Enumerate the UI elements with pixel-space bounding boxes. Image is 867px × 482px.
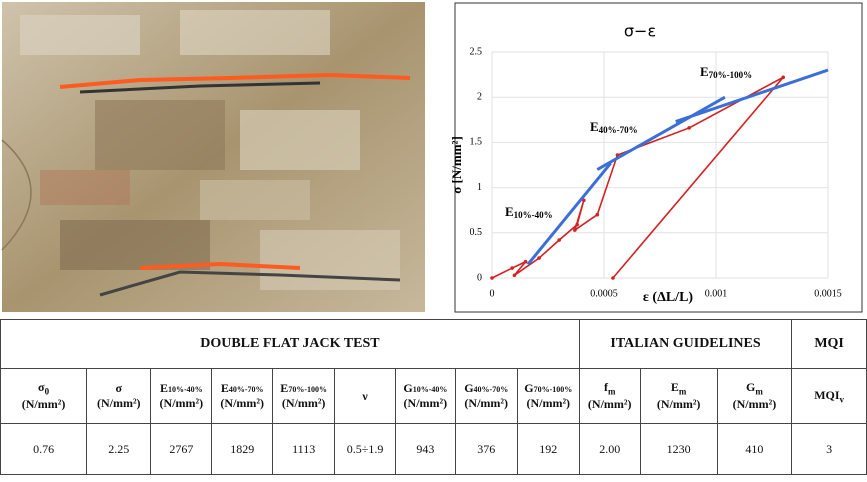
header-subscript: 0 xyxy=(45,387,50,397)
data-point xyxy=(490,276,494,280)
x-tick-label: 0.0005 xyxy=(590,288,618,299)
data-point xyxy=(524,260,528,264)
y-tick-label: 2 xyxy=(477,91,482,102)
header-subscript: 10%-40% xyxy=(168,385,203,394)
value-cell: 0.76 xyxy=(1,424,87,475)
header-subscript: 70%-100% xyxy=(534,385,573,394)
column-header: Em(N/mm²) xyxy=(640,369,717,424)
header-unit: (N/mm²) xyxy=(733,397,777,411)
header-unit: (N/mm²) xyxy=(526,396,570,410)
header-subscript: m xyxy=(679,387,687,397)
value-cell: 0.5÷1.9 xyxy=(335,424,396,475)
header-symbol: σ xyxy=(116,381,123,395)
value-cell: 2767 xyxy=(151,424,212,475)
data-point xyxy=(510,266,514,270)
header-unit: (N/mm²) xyxy=(160,396,204,410)
data-point xyxy=(557,238,561,242)
header-subscript: m xyxy=(755,387,763,397)
group-header: ITALIAN GUIDELINES xyxy=(579,320,791,369)
chart-title: σ−ε xyxy=(624,22,656,41)
header-row: σ0(N/mm²)σ(N/mm²)E10%-40%(N/mm²)E40%-70%… xyxy=(1,369,867,424)
value-cell: 2.25 xyxy=(87,424,151,475)
data-point xyxy=(781,76,785,80)
header-unit: (N/mm²) xyxy=(657,397,701,411)
group-header: MQI xyxy=(792,320,867,369)
photo xyxy=(2,2,425,312)
header-unit: (N/mm²) xyxy=(22,397,66,411)
header-unit: (N/mm²) xyxy=(464,396,508,410)
data-point xyxy=(687,126,691,130)
x-tick-label: 0.0015 xyxy=(814,288,842,299)
annotation-symbol: E xyxy=(700,64,709,79)
header-symbol: E xyxy=(221,381,229,395)
data-point xyxy=(513,273,517,277)
value-cell: 3 xyxy=(792,424,867,475)
value-cell: 2.00 xyxy=(579,424,640,475)
column-header: G10%-40% (N/mm²) xyxy=(396,369,456,424)
header-symbol: G xyxy=(464,381,473,395)
header-symbol: G xyxy=(746,380,755,394)
header-unit: (N/mm²) xyxy=(588,397,632,411)
annotation-symbol: E xyxy=(505,204,514,219)
figure-top: σ−ε ε (ΔL/L) σ [N/mm²] 0 0.5 1 1.5 2 2.5 0 0.0005 0… xyxy=(0,0,867,316)
header-subscript: 70%-100% xyxy=(288,385,327,394)
annotation-subscript: 70%-100% xyxy=(709,70,753,80)
column-header: G70%-100% (N/mm²) xyxy=(517,369,579,424)
value-cell: 943 xyxy=(396,424,456,475)
y-tick-label: 1.5 xyxy=(470,137,483,148)
data-point xyxy=(611,276,615,280)
annotation-symbol: E xyxy=(590,119,599,134)
x-tick-label: 0 xyxy=(490,288,495,299)
column-header: σ0(N/mm²) xyxy=(1,369,87,424)
header-unit: (N/mm²) xyxy=(404,396,448,410)
value-cell: 376 xyxy=(455,424,517,475)
value-cell: 1113 xyxy=(273,424,335,475)
header-symbol: G xyxy=(403,381,412,395)
column-header: ν xyxy=(335,369,396,424)
column-header: MQIv xyxy=(792,369,867,424)
y-tick-label: 0.5 xyxy=(470,227,483,238)
value-cell: 1230 xyxy=(640,424,717,475)
annotation-subscript: 10%-40% xyxy=(514,210,553,220)
header-symbol: E xyxy=(671,380,679,394)
figure: σ−ε ε (ΔL/L) σ [N/mm²] 0 0.5 1 1.5 2 2.5 0 0.0005 0… xyxy=(0,0,867,482)
data-point xyxy=(595,213,599,217)
x-axis-label: ε (ΔL/L) xyxy=(643,290,693,305)
data-point xyxy=(575,223,579,227)
value-row: 0.762.252767182911130.5÷1.99433761922.00… xyxy=(1,424,867,475)
header-subscript: 10%-40% xyxy=(413,385,448,394)
y-axis-label: σ [N/mm²] xyxy=(449,136,464,194)
group-header: DOUBLE FLAT JACK TEST xyxy=(1,320,580,369)
column-header: fm(N/mm²) xyxy=(579,369,640,424)
data-point xyxy=(573,228,577,232)
header-subscript: v xyxy=(840,394,845,404)
header-symbol: G xyxy=(524,381,533,395)
column-header: σ(N/mm²) xyxy=(87,369,151,424)
annotation-subscript: 40%-70% xyxy=(599,125,638,135)
header-unit: (N/mm²) xyxy=(282,396,326,410)
header-unit: (N/mm²) xyxy=(220,396,264,410)
value-cell: 192 xyxy=(517,424,579,475)
column-header: E70%-100%(N/mm²) xyxy=(273,369,335,424)
header-subscript: m xyxy=(608,387,616,397)
y-tick-label: 2.5 xyxy=(470,46,483,57)
column-header: Gm(N/mm²) xyxy=(717,369,792,424)
header-symbol: E xyxy=(160,381,168,395)
y-tick-label: 0 xyxy=(477,272,482,283)
column-header: G40%-70% (N/mm²) xyxy=(455,369,517,424)
data-point xyxy=(537,256,541,260)
x-tick-label: 0.001 xyxy=(705,288,728,299)
column-header: E40%-70% (N/mm²) xyxy=(212,369,273,424)
header-unit: (N/mm²) xyxy=(97,396,141,410)
header-symbol: ν xyxy=(362,389,367,403)
value-cell: 410 xyxy=(717,424,792,475)
header-symbol: MQI xyxy=(814,388,839,402)
header-subscript: 40%-70% xyxy=(474,385,509,394)
y-tick-label: 1 xyxy=(477,182,482,193)
value-cell: 1829 xyxy=(212,424,273,475)
column-header: E10%-40% (N/mm²) xyxy=(151,369,212,424)
header-subscript: 40%-70% xyxy=(229,385,264,394)
